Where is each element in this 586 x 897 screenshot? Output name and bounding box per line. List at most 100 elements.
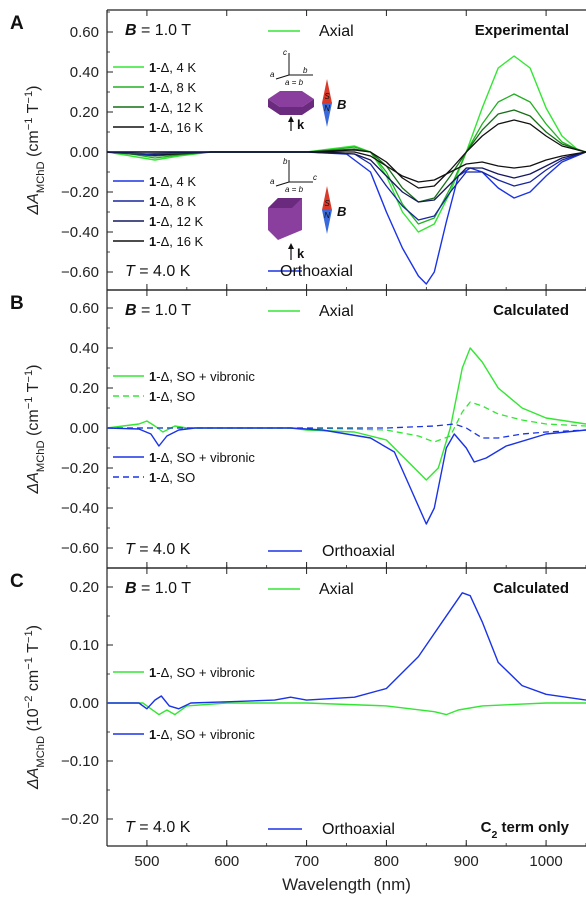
magnet-south [322,186,332,210]
magnet-label-s: S [324,92,330,101]
series-orthoaxial-2 [107,427,586,525]
crystal-face [268,198,302,240]
field-label: B = 1.0 T [125,22,191,39]
x-tick-label: 800 [374,853,399,870]
panel-C: 0.20 0.10 0.00 −0.10 −0.20 C ΔAMChD (10−2 cm−1… [10,567,586,847]
panel-letter-C: C [10,571,24,592]
magnet-label-n: N [324,211,330,220]
legend-label-orthoaxial: 1-Δ, SO [149,470,195,485]
y-tick-label: −0.40 [61,500,99,517]
y-tick-label: −0.40 [61,224,99,241]
inset-label-c: c [283,48,287,57]
x-tick-label: 500 [134,853,159,870]
panel-letter-A: A [10,13,24,34]
legend-label-axial: 1-Δ, 16 K [149,120,204,135]
series-orthoaxial-1 [107,592,586,710]
panels-group: 0.60 0.40 0.20 0.00 −0.20 −0.40 −0.60 A ΔAMChD (… [10,9,586,894]
inset-label-a: a [270,177,275,186]
x-tick-label: 1000 [529,853,562,870]
series-orthoaxial-7 [107,151,586,183]
magnet-label-s: S [324,199,330,208]
crystal-top [268,91,314,107]
y-tick-label: 0.60 [70,24,99,41]
x-tick-label: 900 [454,853,479,870]
y-tick-label: 0.10 [70,637,99,654]
series-group [107,592,586,716]
panel-A: 0.60 0.40 0.20 0.00 −0.20 −0.40 −0.60 A ΔAMChD (… [10,9,586,291]
k-label: k [297,117,305,132]
inset-label-ab: a = b [285,78,304,87]
x-axis-label: Wavelength (nm) [282,875,411,894]
footnote-label: C2 term only [481,819,570,841]
y-tick-label: −0.60 [61,540,99,557]
field-label: B = 1.0 T [125,302,191,319]
legend-label-orthoaxial: 1-Δ, 8 K [149,194,196,209]
y-tick-label: 0.40 [70,340,99,357]
panel-B: 0.60 0.40 0.20 0.00 −0.20 −0.40 −0.60 B ΔAMChD (… [10,289,586,569]
legend-label-axial: 1-Δ, SO [149,389,195,404]
inset-axis-a [275,74,290,80]
legend-label-orthoaxial: 1-Δ, SO + vibronic [149,450,255,465]
panel-letter-B: B [10,293,24,314]
field-label: B = 1.0 T [125,580,191,597]
inset-label-b: b [303,66,308,75]
x-tick-label: 700 [294,853,319,870]
inset-axis-a [275,181,290,187]
y-tick-label: −0.20 [61,460,99,477]
magnet-label-b: B [337,97,346,112]
series-orthoaxial-3 [107,423,586,439]
orthoaxial-legend-label: Orthoaxial [322,543,395,560]
legend-label-orthoaxial: 1-Δ, 4 K [149,174,196,189]
temperature-label: T = 4.0 K [125,541,191,558]
axial-legend-label: Axial [319,303,354,320]
series-orthoaxial-6 [107,151,586,203]
legend-label-axial: 1-Δ, 4 K [149,60,196,75]
magnet-south [322,79,332,103]
panel-title: Calculated [493,580,569,597]
axial-legend-label: Axial [319,23,354,40]
legend-label-orthoaxial: 1-Δ, SO + vibronic [149,727,255,742]
magnet-north [322,210,332,234]
magnet-north [322,103,332,127]
orthoaxial-legend-label: Orthoaxial [322,821,395,838]
legend-label-orthoaxial: 1-Δ, 16 K [149,234,204,249]
k-label: k [297,246,305,261]
series-axial-0 [107,702,586,716]
temperature-label: T = 4.0 K [125,263,191,280]
inset-label-c: c [313,173,317,182]
y-tick-label: −0.20 [61,184,99,201]
crystal-side [268,99,314,115]
series-group [107,55,586,285]
inset-label-a: a [270,70,275,79]
inset-label-ab: a = b [285,185,304,194]
temperature-label: T = 4.0 K [125,819,191,836]
legend-label-axial: 1-Δ, SO + vibronic [149,665,255,680]
y-tick-label: 0.20 [70,104,99,121]
orthoaxial-legend-label: Orthoaxial [280,263,353,280]
series-axial-1 [107,401,586,443]
y-tick-label: 0.20 [70,579,99,596]
panel-title: Calculated [493,302,569,319]
magnet-label-n: N [324,104,330,113]
crystal-inset-axial: c b a a = b k SN B [268,48,346,132]
y-tick-label: 0.20 [70,380,99,397]
x-tick-label: 600 [214,853,239,870]
y-tick-label: 0.60 [70,300,99,317]
y-tick-label: −0.60 [61,264,99,281]
crystal-edge [268,198,302,208]
crystal-inset-orthoaxial: c b a a = b k SN B [268,157,346,261]
panel-title: Experimental [475,22,569,39]
y-tick-label: 0.00 [70,420,99,437]
y-tick-label: −0.10 [61,753,99,770]
series-group [107,347,586,525]
axial-legend-label: Axial [319,581,354,598]
legend-label-axial: 1-Δ, 12 K [149,100,204,115]
y-tick-label: 0.00 [70,144,99,161]
legend-label-axial: 1-Δ, SO + vibronic [149,369,255,384]
k-arrowhead [288,116,294,122]
k-arrowhead [288,243,294,249]
series-axial-0 [107,347,586,481]
y-tick-label: 0.00 [70,695,99,712]
y-axis-label: ΔAMChD (cm−1 T−1) [23,364,47,494]
